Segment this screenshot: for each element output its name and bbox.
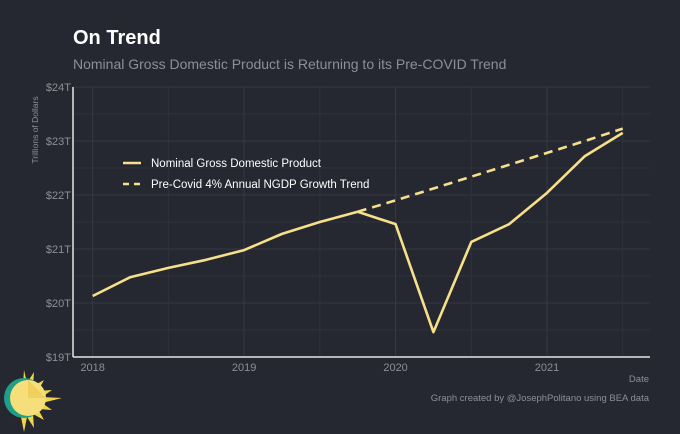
y-tick-label: $21T xyxy=(46,244,71,256)
axes: $19T $20T $21T $22T $23T $24T 2018 2019 2020 2021 xyxy=(46,82,650,374)
y-axis-label: Trillions of Dollars xyxy=(30,96,40,163)
y-tick-label: $23T xyxy=(46,136,71,148)
chart-title: On Trend xyxy=(73,27,161,49)
x-axis-label: Date xyxy=(628,374,649,385)
y-tick-label: $19T xyxy=(46,352,71,364)
y-tick-label: $24T xyxy=(46,82,71,94)
chart-subtitle: Nominal Gross Domestic Product is Return… xyxy=(73,56,507,72)
trend-line xyxy=(357,127,624,213)
legend: Nominal Gross Domestic Product Pre-Covid … xyxy=(123,158,369,191)
sun-logo-icon xyxy=(4,370,62,432)
y-tick-label: $20T xyxy=(46,298,71,310)
x-tick-label: 2021 xyxy=(535,362,559,374)
x-tick-label: 2018 xyxy=(80,362,104,374)
legend-label: Nominal Gross Domestic Product xyxy=(151,158,322,170)
y-tick-label: $22T xyxy=(46,190,71,202)
x-tick-label: 2020 xyxy=(383,362,407,374)
series-lines xyxy=(92,127,624,334)
source-note: Graph created by @JosephPolitano using B… xyxy=(430,393,649,404)
grid xyxy=(73,86,650,358)
legend-label: Pre-Covid 4% Annual NGDP Growth Trend xyxy=(151,179,369,191)
x-tick-label: 2019 xyxy=(232,362,256,374)
